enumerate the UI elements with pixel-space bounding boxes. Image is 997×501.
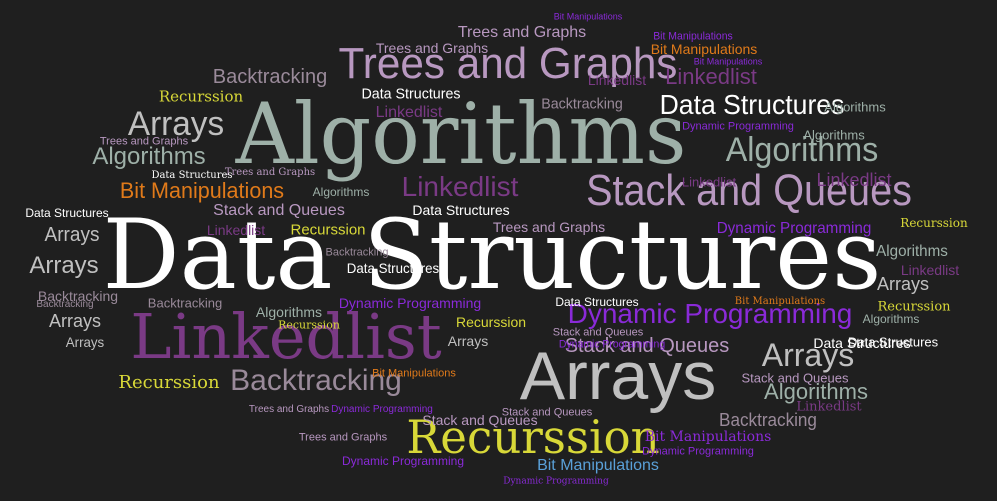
word-bit-manipulations: Bit Manipulations	[734, 296, 826, 307]
word-linkedlist: Linkedlist	[130, 300, 442, 373]
word-data-structures: Data Structures	[25, 206, 109, 220]
word-algorithms: Algorithms	[92, 143, 206, 170]
word-stack-and-queues: Stack and Queues	[501, 406, 593, 419]
word-data-structures: Data Structures	[813, 335, 911, 351]
word-algorithms: Algorithms	[235, 85, 687, 183]
word-arrays: Arrays	[876, 274, 930, 294]
word-trees-and-graphs: Trees and Graphs	[492, 219, 606, 235]
word-backtracking: Backtracking	[325, 246, 389, 259]
word-arrays: Arrays	[65, 334, 105, 350]
word-dynamic-programming: Dynamic Programming	[716, 220, 872, 237]
word-stack-and-queues: Stack and Queues	[564, 335, 730, 357]
word-linkedlist: Linkedlist	[587, 72, 647, 88]
word-trees-and-graphs: Trees and Graphs	[338, 39, 678, 88]
word-bit-manipulations: Bit Manipulations	[372, 367, 456, 380]
word-arrays: Arrays	[48, 311, 102, 331]
word-backtracking: Backtracking	[36, 299, 94, 310]
word-bit-manipulations: Bit Manipulations	[653, 30, 733, 43]
word-backtracking: Backtracking	[212, 66, 328, 88]
word-data-structures: Data Structures	[847, 334, 939, 350]
word-data-structures: Data Structures	[102, 199, 882, 311]
word-stack-and-queues: Stack and Queues	[741, 370, 849, 386]
word-recurssion: Recurssion	[455, 314, 527, 330]
word-arrays: Arrays	[44, 224, 100, 246]
word-trees-and-graphs: Trees and Graphs	[248, 404, 330, 415]
word-algorithms: Algorithms	[824, 99, 886, 115]
word-arrays: Arrays	[519, 338, 717, 414]
word-data-structures: Data Structures	[346, 260, 440, 276]
word-recurssion: Recurssion	[406, 410, 660, 464]
word-arrays: Arrays	[29, 252, 99, 279]
word-bit-manipulations: Bit Manipulations	[537, 457, 659, 474]
word-trees-and-graphs: Trees and Graphs	[99, 135, 189, 148]
word-recurssion: Recurssion	[900, 216, 968, 230]
word-backtracking: Backtracking	[541, 95, 623, 113]
word-algorithms: Algorithms	[862, 312, 920, 326]
word-data-structures: Data Structures	[361, 85, 461, 103]
word-algorithms: Algorithms	[803, 127, 865, 143]
word-data-structures: Data Structures	[555, 295, 639, 309]
word-stack-and-queues: Stack and Queues	[552, 326, 644, 339]
word-backtracking: Backtracking	[37, 288, 119, 304]
word-arrays: Arrays	[447, 333, 489, 349]
word-stack-and-queues: Stack and Queues	[586, 166, 912, 215]
word-algorithms: Algorithms	[876, 243, 948, 260]
word-linkedlist: Linkedlist	[900, 262, 960, 278]
word-dynamic-programming: Dynamic Programming	[338, 295, 482, 311]
word-recurssion: Recurssion	[877, 299, 951, 315]
word-backtracking: Backtracking	[147, 295, 223, 311]
word-bit-manipulations: Bit Manipulations	[650, 41, 758, 57]
word-linkedlist: Linkedlist	[206, 222, 266, 238]
word-algorithms: Algorithms	[725, 131, 879, 169]
word-trees-and-graphs: Trees and Graphs	[298, 431, 388, 444]
word-backtracking: Backtracking	[230, 364, 402, 397]
word-bit-manipulations: Bit Manipulations	[553, 11, 623, 22]
word-backtracking: Backtracking	[719, 410, 817, 430]
word-linkedlist: Linkedlist	[796, 399, 862, 415]
word-linkedlist: Linkedlist	[401, 171, 519, 202]
word-trees-and-graphs: Trees and Graphs	[375, 40, 489, 56]
word-recurssion: Recurssion	[158, 87, 244, 106]
word-data-structures: Data Structures	[659, 89, 845, 120]
word-bit-manipulations: Bit Manipulations	[119, 178, 285, 203]
word-algorithms: Algorithms	[255, 304, 323, 320]
word-stack-and-queues: Stack and Queues	[213, 202, 345, 219]
word-recurssion: Recurssion	[118, 372, 220, 393]
word-arrays: Arrays	[127, 105, 225, 143]
word-algorithms: Algorithms	[312, 185, 370, 199]
word-linkedlist: Linkedlist	[681, 174, 737, 190]
word-dynamic-programming: Dynamic Programming	[642, 445, 754, 458]
word-dynamic-programming: Dynamic Programming	[331, 404, 433, 415]
word-trees-and-graphs: Trees and Graphs	[457, 24, 587, 41]
word-bit-manipulations: Bit Manipulations	[644, 429, 772, 445]
word-dynamic-programming: Dynamic Programming	[682, 120, 794, 133]
word-bit-manipulations: Bit Manipulations	[693, 56, 763, 67]
word-linkedlist: Linkedlist	[816, 170, 892, 190]
word-dynamic-programming: Dynamic Programming	[503, 476, 609, 487]
word-recurssion: Recurssion	[290, 221, 366, 239]
word-data-structures: Data Structures	[412, 202, 510, 218]
word-trees-and-graphs: Trees and Graphs	[224, 167, 316, 178]
word-dynamic-programming: Dynamic Programming	[341, 454, 465, 468]
word-data-structures: Data Structures	[151, 170, 233, 181]
word-recurssion: Recurssion	[278, 318, 340, 332]
word-linkedlist: Linkedlist	[665, 64, 757, 89]
word-stack-and-queues: Stack and Queues	[422, 412, 538, 428]
word-algorithms: Algorithms	[764, 379, 868, 404]
word-arrays: Arrays	[761, 337, 855, 373]
word-linkedlist: Linkedlist	[375, 104, 443, 121]
word-dynamic-programming: Dynamic Programming	[558, 338, 666, 351]
word-dynamic-programming: Dynamic Programming	[567, 298, 853, 329]
